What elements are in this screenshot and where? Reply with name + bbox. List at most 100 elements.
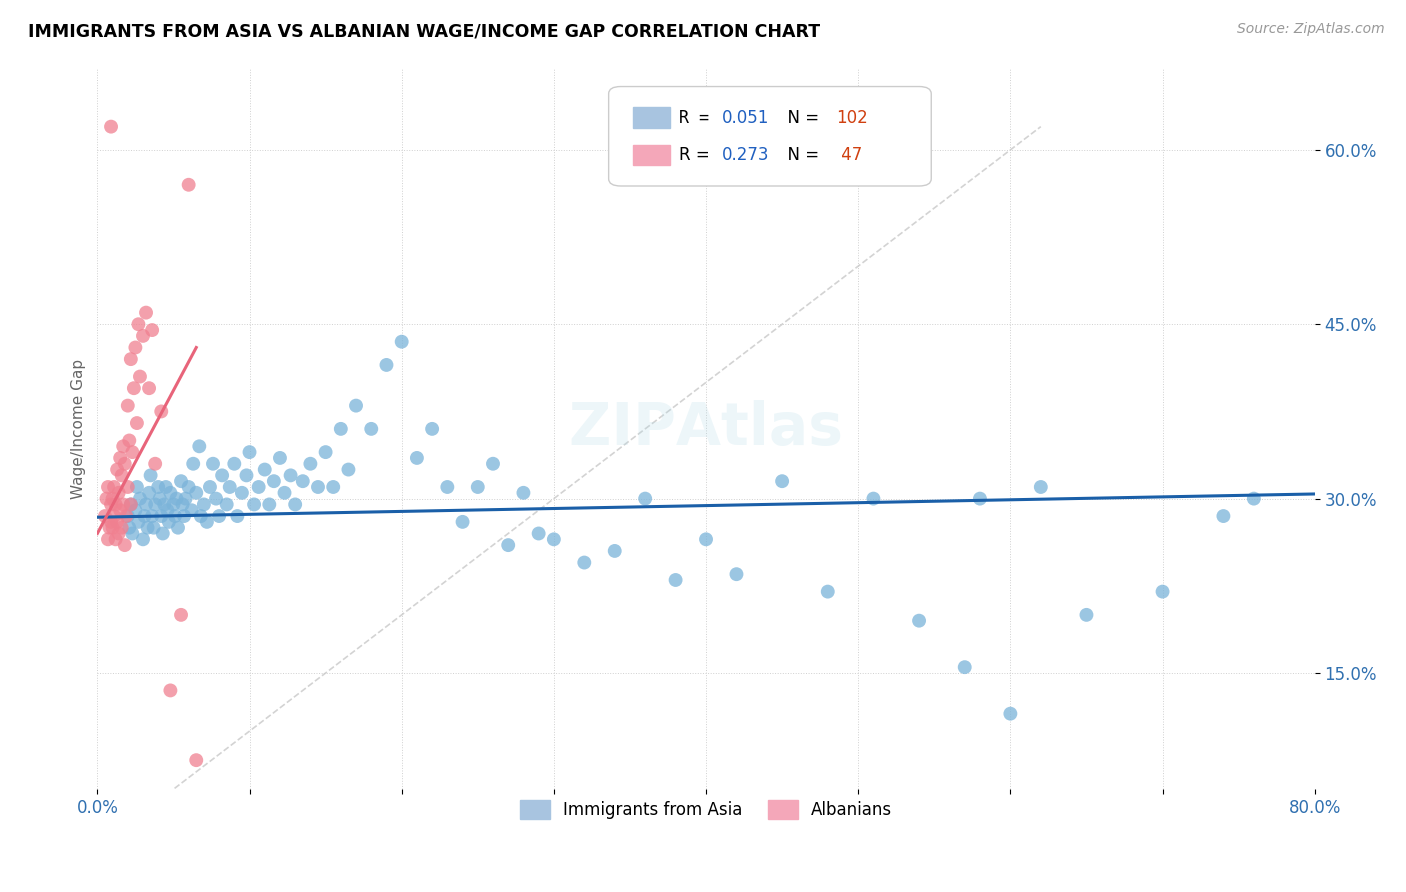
Point	[141, 323, 163, 337]
Point	[205, 491, 228, 506]
Y-axis label: Wage/Income Gap: Wage/Income Gap	[72, 359, 86, 499]
Point	[100, 498, 122, 512]
Legend: Immigrants from Asia, Albanians: Immigrants from Asia, Albanians	[513, 793, 898, 826]
Point	[391, 334, 413, 349]
Point	[201, 457, 224, 471]
Point	[284, 498, 307, 512]
Point	[574, 556, 596, 570]
Text: R =: R =	[679, 109, 720, 127]
Point	[111, 521, 134, 535]
Point	[112, 498, 135, 512]
Point	[107, 526, 129, 541]
Point	[155, 480, 177, 494]
Point	[118, 434, 141, 448]
Point	[188, 439, 211, 453]
Point	[105, 515, 128, 529]
Point	[139, 468, 162, 483]
Point	[141, 509, 163, 524]
Point	[134, 509, 156, 524]
Point	[98, 521, 121, 535]
Point	[527, 526, 550, 541]
Point	[159, 485, 181, 500]
Point	[135, 305, 157, 319]
Point	[243, 498, 266, 512]
Point	[1243, 491, 1265, 506]
Point	[299, 457, 322, 471]
Point	[406, 450, 429, 465]
Point	[337, 462, 360, 476]
FancyBboxPatch shape	[633, 145, 669, 165]
Point	[235, 468, 257, 483]
Point	[103, 480, 125, 494]
Point	[1152, 584, 1174, 599]
Point	[190, 509, 212, 524]
Point	[177, 480, 200, 494]
Point	[162, 498, 184, 512]
Point	[152, 526, 174, 541]
Point	[420, 422, 443, 436]
Point	[132, 533, 155, 547]
Point	[127, 318, 149, 332]
Point	[280, 468, 302, 483]
Point	[436, 480, 458, 494]
Point	[1212, 509, 1234, 524]
Point	[94, 509, 117, 524]
Point	[181, 457, 204, 471]
Point	[725, 567, 748, 582]
Point	[125, 416, 148, 430]
Point	[360, 422, 382, 436]
Point	[953, 660, 976, 674]
Point	[253, 462, 276, 476]
Point	[1076, 607, 1098, 622]
Point	[103, 509, 125, 524]
FancyBboxPatch shape	[633, 107, 669, 128]
Point	[108, 450, 131, 465]
Point	[150, 404, 173, 418]
Point	[143, 498, 166, 512]
Point	[159, 683, 181, 698]
Point	[1029, 480, 1052, 494]
Point	[150, 509, 173, 524]
Point	[322, 480, 344, 494]
Point	[180, 503, 202, 517]
Point	[104, 533, 127, 547]
Text: ZIP​Atlas: ZIP​Atlas	[569, 401, 844, 458]
Point	[135, 498, 157, 512]
Point	[153, 498, 176, 512]
Point	[112, 439, 135, 453]
Point	[215, 498, 238, 512]
Point	[121, 445, 143, 459]
Point	[120, 498, 142, 512]
Point	[375, 358, 398, 372]
Point	[127, 515, 149, 529]
Point	[122, 381, 145, 395]
Text: Source: ZipAtlas.com: Source: ZipAtlas.com	[1237, 22, 1385, 37]
Point	[263, 474, 285, 488]
Point	[167, 521, 190, 535]
Point	[111, 468, 134, 483]
Point	[211, 468, 233, 483]
Point	[100, 120, 122, 134]
Point	[114, 538, 136, 552]
Point	[148, 480, 170, 494]
Point	[226, 509, 249, 524]
Point	[124, 503, 146, 517]
Point	[114, 457, 136, 471]
Point	[101, 491, 124, 506]
Point	[1000, 706, 1022, 721]
Point	[107, 485, 129, 500]
Point	[129, 369, 152, 384]
Point	[100, 515, 122, 529]
Text: IMMIGRANTS FROM ASIA VS ALBANIAN WAGE/INCOME GAP CORRELATION CHART: IMMIGRANTS FROM ASIA VS ALBANIAN WAGE/IN…	[28, 22, 820, 40]
Point	[198, 480, 221, 494]
Text: N =: N =	[776, 109, 824, 127]
Point	[136, 521, 159, 535]
Point	[344, 399, 367, 413]
Point	[208, 509, 231, 524]
Point	[512, 485, 534, 500]
Text: N =: N =	[776, 146, 824, 164]
Point	[117, 509, 139, 524]
Point	[173, 509, 195, 524]
Point	[96, 491, 118, 506]
Text: 0.051: 0.051	[721, 109, 769, 127]
